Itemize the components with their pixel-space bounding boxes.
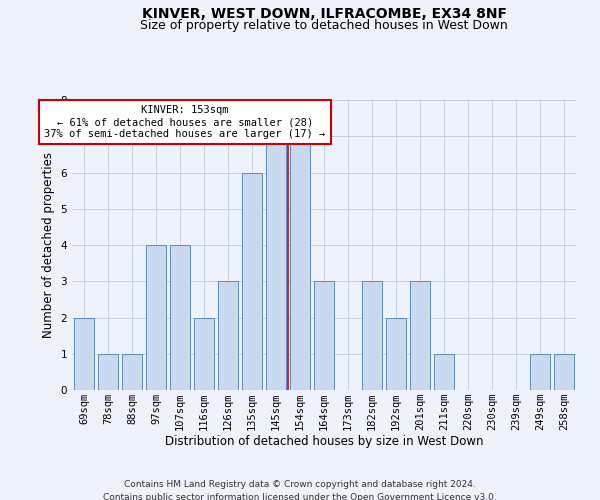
Bar: [122, 354, 142, 390]
Bar: [74, 318, 94, 390]
Text: KINVER: 153sqm
← 61% of detached houses are smaller (28)
37% of semi-detached ho: KINVER: 153sqm ← 61% of detached houses …: [44, 106, 325, 138]
Bar: [194, 318, 214, 390]
Bar: [98, 354, 118, 390]
Bar: [434, 354, 454, 390]
Text: Distribution of detached houses by size in West Down: Distribution of detached houses by size …: [165, 435, 483, 448]
Bar: [266, 136, 286, 390]
Bar: [530, 354, 550, 390]
Text: KINVER, WEST DOWN, ILFRACOMBE, EX34 8NF: KINVER, WEST DOWN, ILFRACOMBE, EX34 8NF: [142, 8, 506, 22]
Bar: [218, 281, 238, 390]
Bar: [410, 281, 430, 390]
Y-axis label: Number of detached properties: Number of detached properties: [42, 152, 55, 338]
Bar: [242, 172, 262, 390]
Text: Size of property relative to detached houses in West Down: Size of property relative to detached ho…: [140, 19, 508, 32]
Bar: [290, 136, 310, 390]
Bar: [362, 281, 382, 390]
Bar: [554, 354, 574, 390]
Bar: [314, 281, 334, 390]
Text: Contains HM Land Registry data © Crown copyright and database right 2024.
Contai: Contains HM Land Registry data © Crown c…: [103, 480, 497, 500]
Bar: [146, 245, 166, 390]
Bar: [170, 245, 190, 390]
Bar: [386, 318, 406, 390]
